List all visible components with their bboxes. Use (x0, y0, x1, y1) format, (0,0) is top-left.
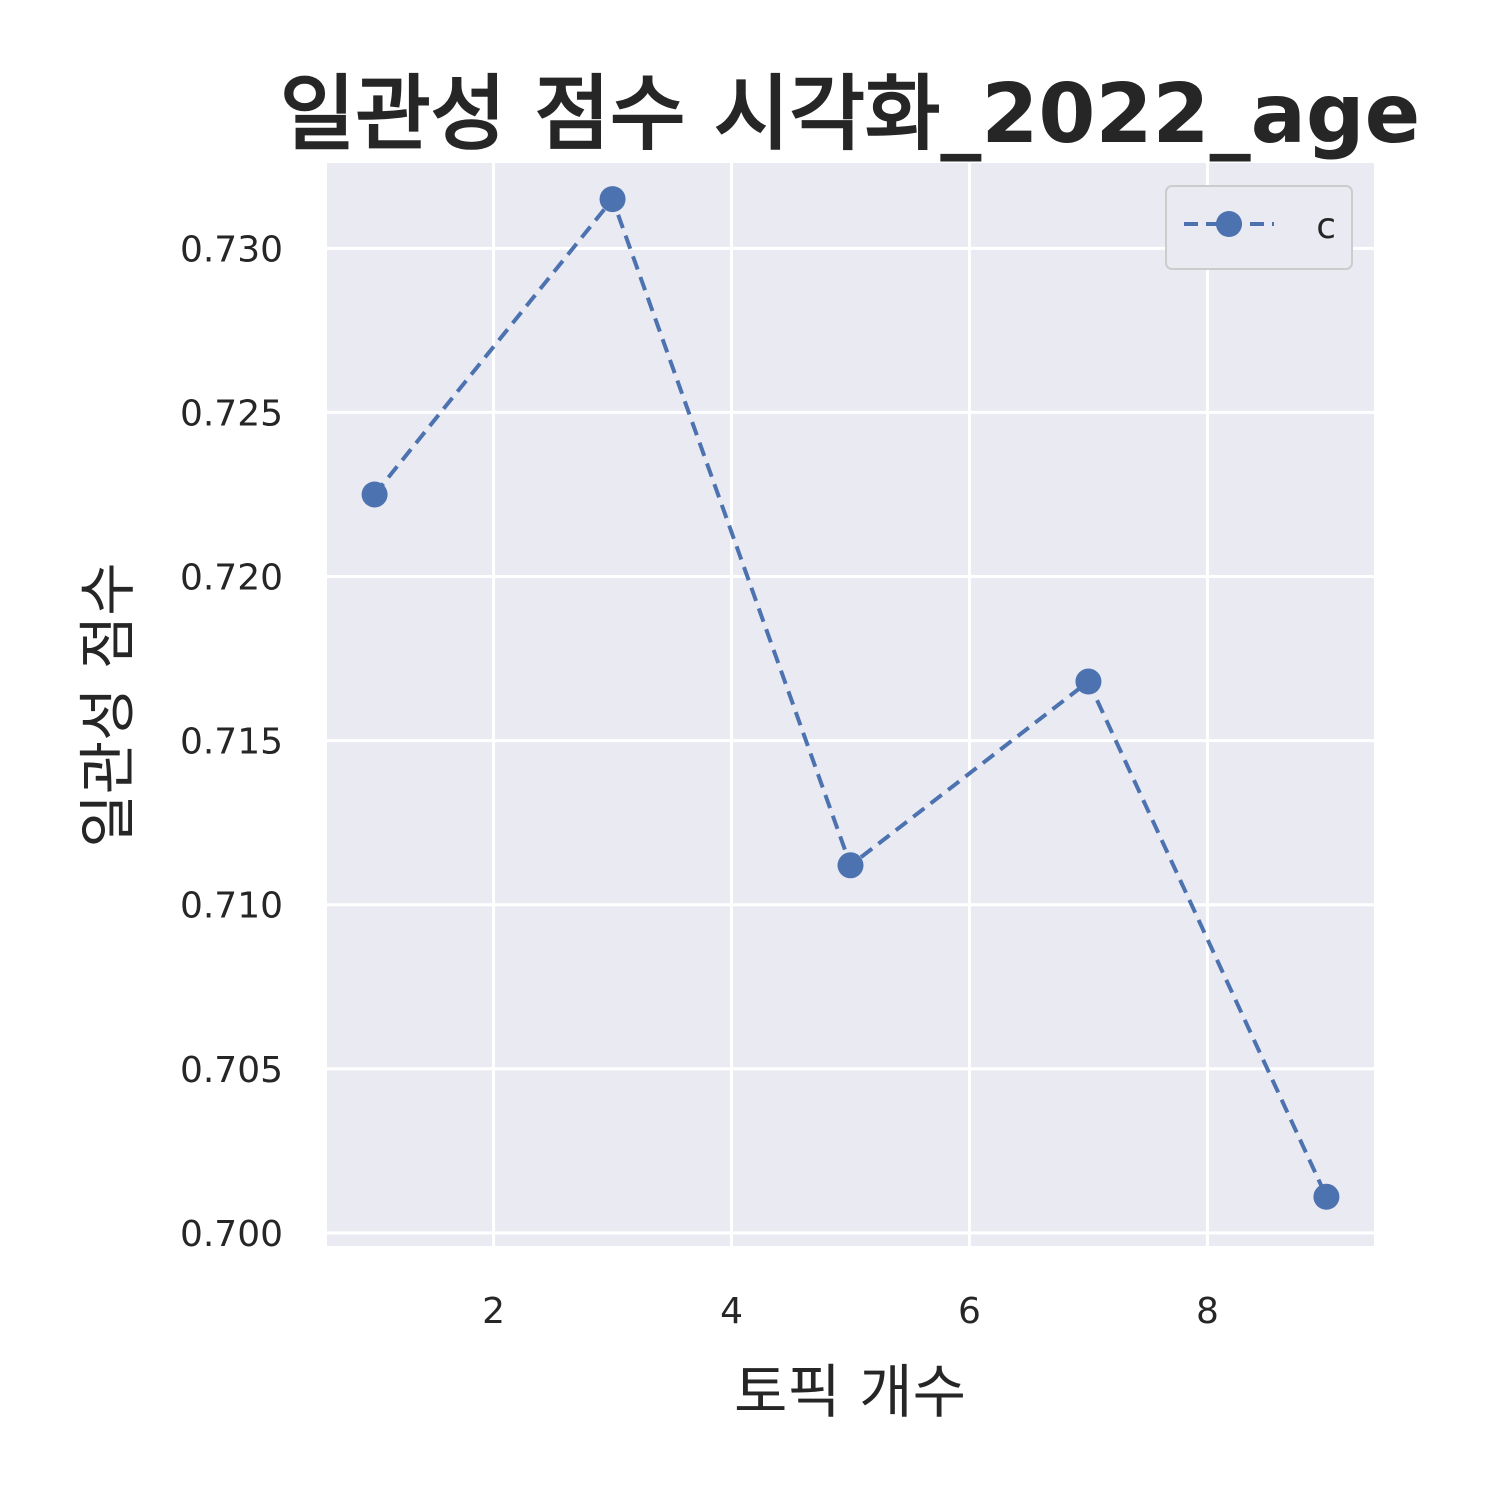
legend-marker (1216, 211, 1242, 237)
data-point (1313, 1183, 1340, 1210)
legend: c (1165, 185, 1353, 270)
y-tick-label: 0.715 (180, 722, 283, 763)
y-tick-label: 0.705 (180, 1050, 283, 1091)
legend-label: c (1316, 206, 1336, 247)
x-tick-labels: 2 4 6 8 (482, 1291, 1219, 1332)
y-tick-label: 0.720 (180, 558, 283, 599)
x-axis-label: 토픽 개수 (734, 1358, 966, 1426)
x-tick-label: 2 (482, 1291, 505, 1332)
data-point (1075, 668, 1102, 695)
y-tick-label: 0.710 (180, 886, 283, 927)
series-group (361, 186, 1340, 1210)
y-tick-label: 0.700 (180, 1214, 283, 1255)
plot-area (327, 163, 1374, 1246)
y-axis-label: 일관성 점수 (74, 562, 142, 847)
data-point (361, 481, 388, 508)
y-tick-label: 0.730 (180, 229, 283, 270)
grid-lines (327, 163, 1374, 1246)
x-tick-label: 6 (958, 1291, 981, 1332)
x-tick-label: 8 (1196, 1291, 1219, 1332)
data-point (599, 186, 626, 213)
x-tick-label: 4 (720, 1291, 743, 1332)
chart-title: 일관성 점수 시각화_2022_age (280, 67, 1420, 162)
y-tick-label: 0.725 (180, 393, 283, 434)
y-tick-labels: 0.700 0.705 0.710 0.715 0.720 0.725 0.730 (180, 229, 283, 1255)
legend-box (1165, 185, 1353, 270)
data-point (837, 852, 864, 879)
